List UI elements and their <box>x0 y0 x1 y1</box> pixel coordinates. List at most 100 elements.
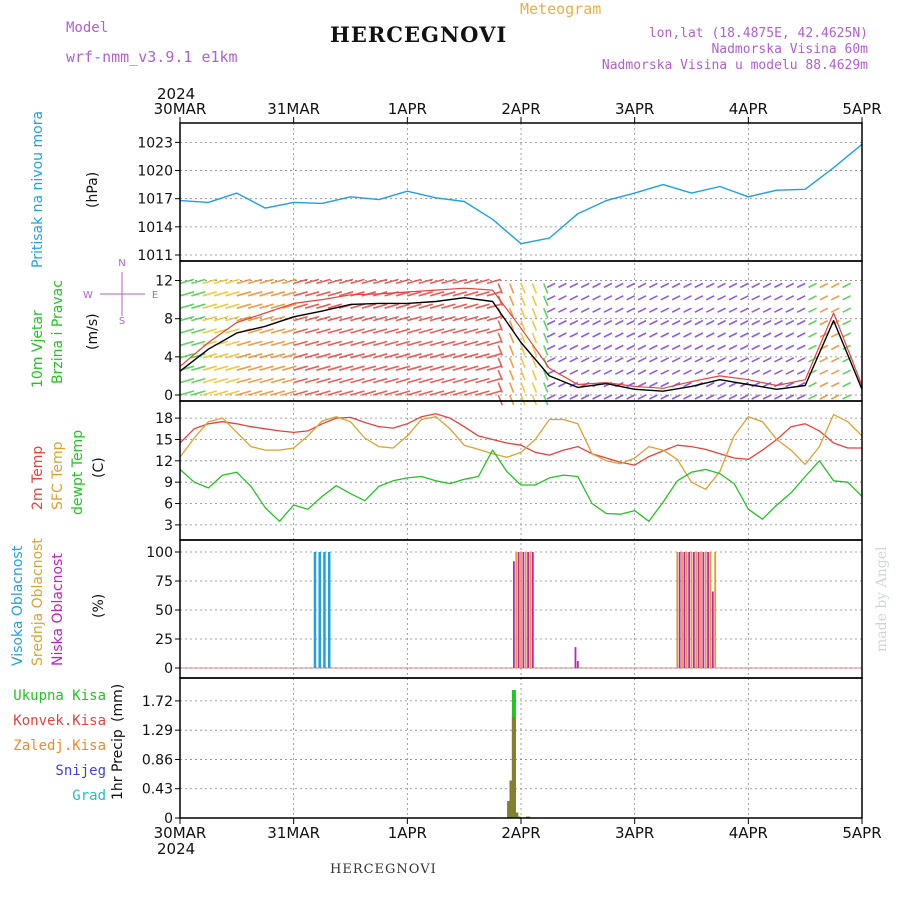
y-tick-label: 1020 <box>137 164 173 180</box>
wind-vector <box>282 377 297 384</box>
y-tick-label: 15 <box>155 432 173 448</box>
wind-vector <box>569 319 579 326</box>
cloud-axis-title-1: Visoka Oblacnost <box>10 545 26 666</box>
wind-vector <box>520 369 526 381</box>
wind-vector <box>660 357 670 363</box>
wind-vector <box>236 390 252 396</box>
wind-vector <box>497 320 504 331</box>
y-tick-label: 1.72 <box>142 694 173 710</box>
wind-vector <box>614 295 624 301</box>
pressure-line <box>179 143 863 245</box>
precip-conv-bar <box>511 717 516 818</box>
y-tick-label: 1011 <box>137 248 173 264</box>
wind-vector <box>316 390 331 396</box>
wind-vector <box>350 377 365 384</box>
wind-vector <box>739 307 749 313</box>
wind-vector <box>705 344 715 351</box>
wind-vector <box>497 394 504 406</box>
wind-vector <box>592 319 601 326</box>
wind-vector <box>316 315 331 322</box>
wind-vector <box>637 344 647 351</box>
wind-vector <box>558 319 567 326</box>
wind-vector <box>497 345 504 356</box>
y-tick-label: 12 <box>155 454 173 470</box>
wind-vector <box>316 278 331 285</box>
x-tick-label-top: 3APR <box>615 100 654 118</box>
year-label-top: 2024 <box>157 85 195 103</box>
wind-vector <box>558 332 567 338</box>
wind-vector <box>728 369 738 375</box>
wind-vector <box>373 328 388 334</box>
y-tick-label: 8 <box>164 312 173 328</box>
wind-vector <box>407 315 422 322</box>
wind-vector <box>542 382 549 393</box>
wind-vector <box>694 369 704 375</box>
wind-vector <box>842 282 851 289</box>
wind-vector <box>373 390 388 396</box>
wind-vector <box>592 282 601 289</box>
wind-vector <box>683 307 692 313</box>
wind-vector <box>637 319 647 326</box>
wind-vector <box>350 390 365 396</box>
wind-vector <box>384 328 399 334</box>
wind-vector <box>202 377 217 384</box>
model-elevation-text: Nadmorska Visina u modelu 88.4629m <box>601 58 868 73</box>
wind-vector <box>569 295 579 301</box>
wind-vector <box>191 390 206 396</box>
wind-vector <box>626 319 636 326</box>
wind-vector <box>739 394 749 400</box>
wind-vector <box>542 394 549 406</box>
wind-vector <box>774 344 783 351</box>
wind-vector <box>520 332 526 344</box>
wind-vector <box>762 319 772 326</box>
wind-vector <box>475 291 490 297</box>
wind-vector <box>728 307 738 313</box>
wind-vector <box>520 307 526 319</box>
y-tick-label: 0 <box>164 388 173 404</box>
wind-vector <box>649 295 658 301</box>
wind-vector <box>626 357 636 363</box>
wind-vector <box>819 394 829 400</box>
wind-vector <box>592 344 601 351</box>
wind-vector <box>213 377 229 384</box>
wind-vector <box>569 369 579 375</box>
wind-vector <box>247 340 263 347</box>
wind-vector <box>531 394 538 406</box>
wind-vector <box>282 303 297 309</box>
wind-vector <box>452 353 468 359</box>
wind-vector <box>808 282 817 289</box>
wind-vector <box>717 307 726 313</box>
wind-vector <box>282 328 297 334</box>
x-tick-label-top: 4APR <box>729 100 768 118</box>
wind-vector <box>202 278 217 285</box>
wind-vector <box>614 344 624 351</box>
wind-vector <box>418 291 433 297</box>
wind-vector <box>531 369 538 381</box>
wind-vector <box>225 315 240 322</box>
wind-vector <box>592 332 601 338</box>
wind-vector <box>259 291 274 297</box>
wind-vector <box>270 315 286 322</box>
wind-vector <box>558 381 567 388</box>
wind-vector <box>270 340 286 347</box>
y-tick-label: 1017 <box>137 192 173 208</box>
wind-vector <box>739 332 749 338</box>
wind-vector <box>293 390 308 396</box>
wind-vector <box>546 282 556 289</box>
wind-vector <box>407 390 422 396</box>
wind-vector <box>649 344 658 351</box>
wind-vector <box>569 394 579 400</box>
y-tick-label: 6 <box>164 497 173 513</box>
wind-vector <box>259 365 274 371</box>
wind-vector <box>728 319 738 326</box>
wind-vector <box>751 394 761 400</box>
wind-vector <box>463 278 479 285</box>
wind-vector <box>694 344 704 351</box>
wind-vector <box>603 307 613 313</box>
wind-vector <box>660 369 670 375</box>
wind-vector <box>361 365 377 371</box>
wind-vector <box>282 291 297 297</box>
wind-vector <box>546 319 556 326</box>
wind-vector <box>637 282 647 289</box>
wind-vector <box>418 365 433 371</box>
